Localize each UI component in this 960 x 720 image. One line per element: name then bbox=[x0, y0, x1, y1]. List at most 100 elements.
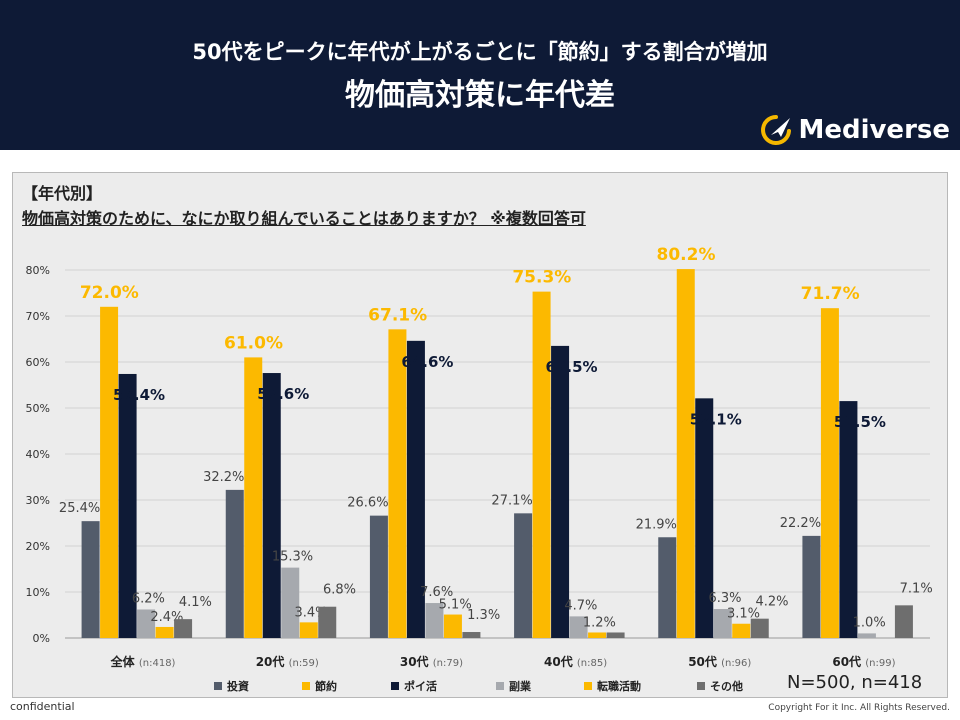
bar-節約 bbox=[820, 308, 839, 638]
data-label: 57.4% bbox=[113, 386, 165, 404]
bar-転職活動 bbox=[588, 632, 607, 638]
data-label: 1.2% bbox=[583, 615, 616, 630]
data-label: 6.2% bbox=[132, 591, 165, 606]
data-label: 22.2% bbox=[780, 516, 821, 531]
legend-swatch bbox=[697, 682, 705, 690]
data-label: 27.1% bbox=[491, 493, 532, 508]
bar-投資 bbox=[81, 521, 100, 638]
bar-転職活動 bbox=[732, 623, 751, 638]
copyright-text: Copyright For it Inc. All Rights Reserve… bbox=[768, 703, 950, 713]
sample-size-note: N=500, n=418 bbox=[787, 672, 923, 693]
bar-その他 bbox=[750, 618, 769, 638]
bar-節約 bbox=[244, 357, 263, 638]
bar-投資 bbox=[658, 537, 677, 638]
question-tag: 【年代別】 bbox=[22, 184, 103, 203]
y-tick-label: 80% bbox=[26, 264, 50, 277]
data-label: 15.3% bbox=[272, 550, 313, 565]
bar-副業 bbox=[713, 609, 732, 638]
data-label: 32.2% bbox=[203, 470, 244, 485]
bar-副業 bbox=[425, 603, 444, 638]
data-label: 6.3% bbox=[708, 591, 741, 606]
bar-その他 bbox=[894, 605, 913, 638]
data-label: 7.6% bbox=[420, 585, 453, 600]
data-label: 75.3% bbox=[512, 268, 571, 288]
y-tick-label: 40% bbox=[26, 448, 50, 461]
headline-title: 物価高対策に年代差 bbox=[345, 78, 615, 113]
headline-subtitle: 50代をピークに年代が上がるごとに「節約」する割合が増加 bbox=[192, 40, 768, 64]
chart-panel bbox=[12, 172, 948, 698]
data-label: 67.1% bbox=[368, 305, 427, 325]
bar-投資 bbox=[514, 513, 533, 638]
data-label: 5.1% bbox=[439, 598, 472, 613]
bar-副業 bbox=[137, 609, 156, 638]
data-label: 3.1% bbox=[727, 607, 760, 622]
data-label: 71.7% bbox=[801, 284, 860, 304]
question-text: 物価高対策のために、なにか取り組んでいることはありますか？ ※複数回答可 bbox=[22, 209, 586, 228]
data-label: 25.4% bbox=[59, 501, 100, 516]
header-banner: 50代をピークに年代が上がるごとに「節約」する割合が増加 物価高対策に年代差 M… bbox=[0, 0, 960, 150]
bar-その他 bbox=[174, 619, 193, 638]
bar-節約 bbox=[388, 329, 407, 638]
bar-投資 bbox=[802, 535, 821, 638]
data-label: 1.3% bbox=[467, 608, 500, 623]
bar-ポイ活 bbox=[406, 340, 425, 638]
bar-副業 bbox=[569, 616, 588, 638]
legend-swatch bbox=[214, 682, 222, 690]
bar-転職活動 bbox=[155, 626, 174, 638]
category-label: 全体 (n:418) bbox=[110, 654, 176, 669]
legend-swatch bbox=[584, 682, 592, 690]
y-tick-label: 50% bbox=[26, 402, 50, 415]
bar-ポイ活 bbox=[118, 373, 137, 638]
mediverse-logo-icon bbox=[761, 115, 792, 145]
y-tick-label: 70% bbox=[26, 310, 50, 323]
legend-label: 節約 bbox=[315, 679, 337, 693]
data-label: 4.7% bbox=[564, 598, 597, 613]
legend-label: 副業 bbox=[509, 679, 532, 693]
legend-label: ポイ活 bbox=[404, 679, 437, 693]
brand-logo: Mediverse bbox=[760, 112, 950, 148]
legend-label: その他 bbox=[710, 679, 743, 693]
data-label: 51.5% bbox=[834, 413, 886, 431]
data-label: 26.6% bbox=[347, 496, 388, 511]
legend-label: 転職活動 bbox=[597, 679, 641, 693]
legend-swatch bbox=[496, 682, 504, 690]
category-label: 20代 (n:59) bbox=[256, 654, 319, 669]
data-label: 61.0% bbox=[224, 333, 283, 353]
category-label: 30代 (n:79) bbox=[400, 654, 463, 669]
bar-節約 bbox=[100, 306, 119, 638]
data-label: 6.8% bbox=[323, 583, 356, 598]
bar-ポイ活 bbox=[262, 373, 281, 638]
data-label: 4.1% bbox=[179, 595, 212, 610]
category-label: 40代 (n:85) bbox=[544, 654, 607, 669]
data-label: 80.2% bbox=[657, 245, 716, 265]
bar-転職活動 bbox=[299, 622, 318, 638]
y-tick-label: 10% bbox=[26, 586, 50, 599]
bar-その他 bbox=[318, 606, 337, 638]
brand-name: Mediverse bbox=[798, 115, 950, 145]
bar-節約 bbox=[532, 291, 551, 638]
category-label: 60代 (n:99) bbox=[832, 654, 895, 669]
y-tick-label: 60% bbox=[26, 356, 50, 369]
bar-節約 bbox=[676, 269, 695, 638]
data-label: 63.5% bbox=[546, 358, 598, 376]
bar-転職活動 bbox=[443, 614, 462, 638]
legend-label: 投資 bbox=[227, 679, 249, 693]
bar-ポイ活 bbox=[839, 401, 858, 638]
bar-副業 bbox=[281, 567, 300, 638]
bar-副業 bbox=[857, 633, 876, 638]
data-label: 57.6% bbox=[257, 385, 309, 403]
data-label: 1.0% bbox=[853, 615, 886, 630]
bar-ポイ活 bbox=[695, 398, 714, 638]
bar-投資 bbox=[369, 515, 388, 638]
legend-swatch bbox=[391, 682, 399, 690]
data-label: 64.6% bbox=[401, 353, 453, 371]
bar-ポイ活 bbox=[551, 345, 570, 638]
y-tick-label: 20% bbox=[26, 540, 50, 553]
bar-投資 bbox=[225, 489, 244, 638]
y-tick-label: 0% bbox=[33, 632, 50, 645]
bar-その他 bbox=[462, 632, 481, 638]
legend-swatch bbox=[302, 682, 310, 690]
data-label: 4.2% bbox=[755, 595, 788, 610]
category-label: 50代 (n:96) bbox=[688, 654, 751, 669]
